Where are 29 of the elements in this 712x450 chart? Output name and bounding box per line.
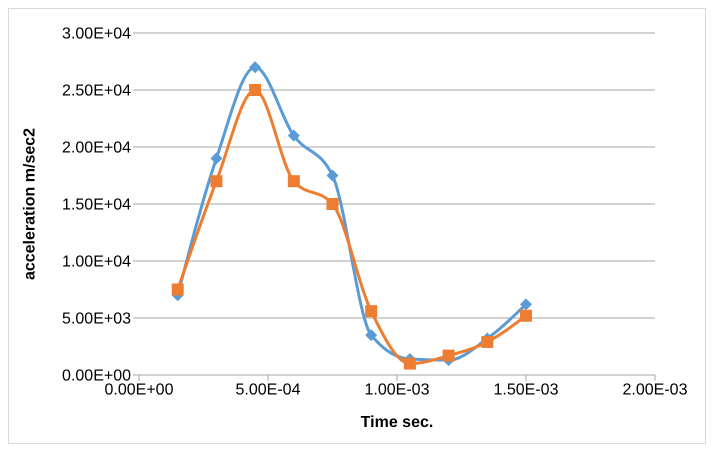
- point: [288, 130, 300, 142]
- point: [365, 329, 378, 342]
- point: [249, 61, 262, 74]
- y-tick-label: 2.00E+04: [62, 140, 132, 157]
- point: [326, 198, 338, 210]
- y-tick-label: 3.00E+04: [62, 26, 132, 43]
- y-tick-label: 1.50E+04: [62, 196, 132, 214]
- x-tick-label: 2.00E-03: [622, 381, 688, 398]
- point: [404, 358, 416, 370]
- point: [481, 336, 494, 348]
- point: [365, 305, 378, 318]
- point: [326, 170, 338, 182]
- point: [442, 350, 455, 362]
- point: [172, 284, 184, 296]
- x-tick-label: 5.00E-04: [236, 381, 301, 398]
- y-tick-label: 1.00E+04: [62, 254, 132, 271]
- x-tick-label: 1.50E-03: [494, 381, 559, 398]
- point: [288, 175, 300, 188]
- y-tick-label: 5.00E+03: [62, 310, 132, 328]
- point: [210, 152, 222, 164]
- point: [210, 175, 222, 188]
- x-tick-label: 0.00E+00: [104, 381, 174, 398]
- x-axis-title: Time sec.: [360, 414, 434, 431]
- y-axis-title: acceleration m/sec2: [22, 128, 39, 280]
- point: [249, 84, 262, 96]
- point: [520, 310, 532, 322]
- y-tick-label: 2.50E+04: [62, 82, 132, 100]
- x-tick-label: 1.00E-03: [364, 381, 430, 398]
- point: [520, 298, 532, 310]
